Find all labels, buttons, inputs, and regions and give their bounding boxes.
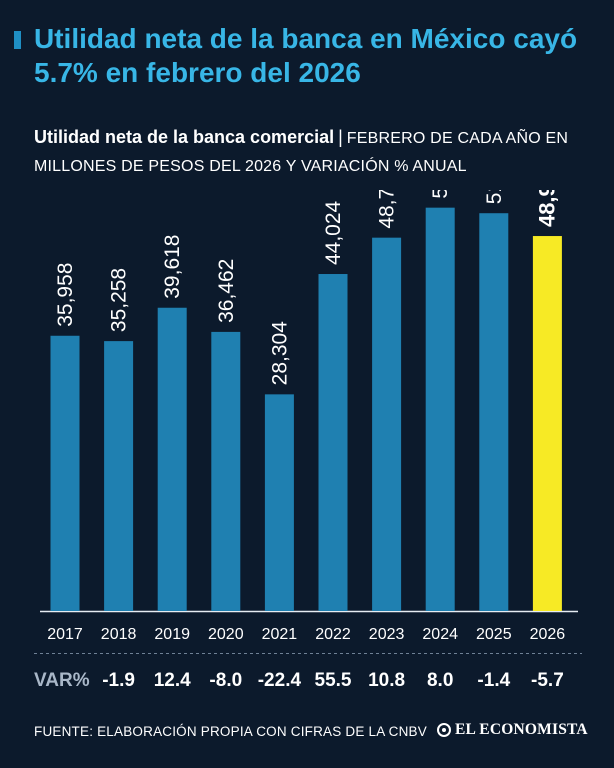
bar-2019	[157, 307, 187, 611]
chart-description: FEBRERO DE CADA AÑO EN MILLONES DE PESOS…	[34, 130, 569, 175]
year-label-2020: 2020	[208, 626, 244, 643]
bar-chart: 35,958 2017 35,258 2018 39,618 2019 36,462 2020…	[34, 190, 582, 691]
year-label-2024: 2024	[422, 626, 458, 643]
headline-accent-bar	[14, 31, 21, 49]
subtitle-separator: |	[338, 127, 343, 147]
bar-2021	[264, 394, 294, 611]
value-label-2020: 36,462	[215, 259, 238, 323]
brand-name: EL ECONOMISTA	[455, 721, 588, 738]
var-label-2018: -1.9	[102, 670, 135, 691]
chart-subtitle: Utilidad neta de la banca comercial | FEBR…	[34, 124, 594, 180]
var-label-2025: -1.4	[477, 670, 510, 691]
bar-2020	[211, 331, 241, 611]
chart-title: Utilidad neta de la banca comercial	[34, 127, 335, 147]
bar-2025	[479, 213, 509, 611]
value-label-2023: 48,772	[376, 190, 399, 229]
value-label-2021: 28,304	[268, 321, 291, 386]
year-label-2023: 2023	[369, 626, 405, 643]
var-label-2023: 10.8	[368, 670, 405, 691]
var-label-2022: 55.5	[315, 670, 352, 691]
value-label-2024: 52,691	[429, 190, 452, 199]
year-label-2026: 2026	[530, 626, 566, 643]
bar-2026	[532, 236, 562, 611]
value-label-2019: 39,618	[161, 235, 184, 299]
year-label-2017: 2017	[47, 626, 83, 643]
value-label-2025: 51,968	[483, 190, 506, 204]
year-label-2021: 2021	[262, 626, 298, 643]
bar-2022	[318, 274, 348, 611]
year-label-2018: 2018	[101, 626, 137, 643]
bar-2023	[372, 237, 402, 611]
year-label-2019: 2019	[154, 626, 190, 643]
var-label-2020: -8.0	[209, 670, 242, 691]
value-label-2018: 35,258	[108, 268, 131, 332]
bar-2024	[425, 207, 455, 611]
var-label-2019: 12.4	[154, 670, 191, 691]
var-label-2024: 8.0	[427, 670, 453, 691]
headline: Utilidad neta de la banca en México cayó…	[34, 23, 578, 88]
brand-icon	[437, 723, 451, 737]
var-label-2021: -22.4	[258, 670, 302, 691]
value-label-2026: 48,985	[534, 190, 559, 227]
source-note: FUENTE: ELABORACIÓN PROPIA CON CIFRAS DE…	[34, 724, 427, 739]
brand-logo: EL ECONOMISTA	[437, 721, 588, 739]
bar-2018	[104, 341, 134, 611]
year-label-2022: 2022	[315, 626, 351, 643]
year-label-2025: 2025	[476, 626, 512, 643]
var-label-2026: -5.7	[531, 670, 564, 691]
bar-2017	[50, 335, 80, 611]
var-row-title: VAR%	[34, 670, 90, 691]
value-label-2022: 44,024	[322, 200, 345, 265]
value-label-2017: 35,958	[54, 263, 77, 327]
